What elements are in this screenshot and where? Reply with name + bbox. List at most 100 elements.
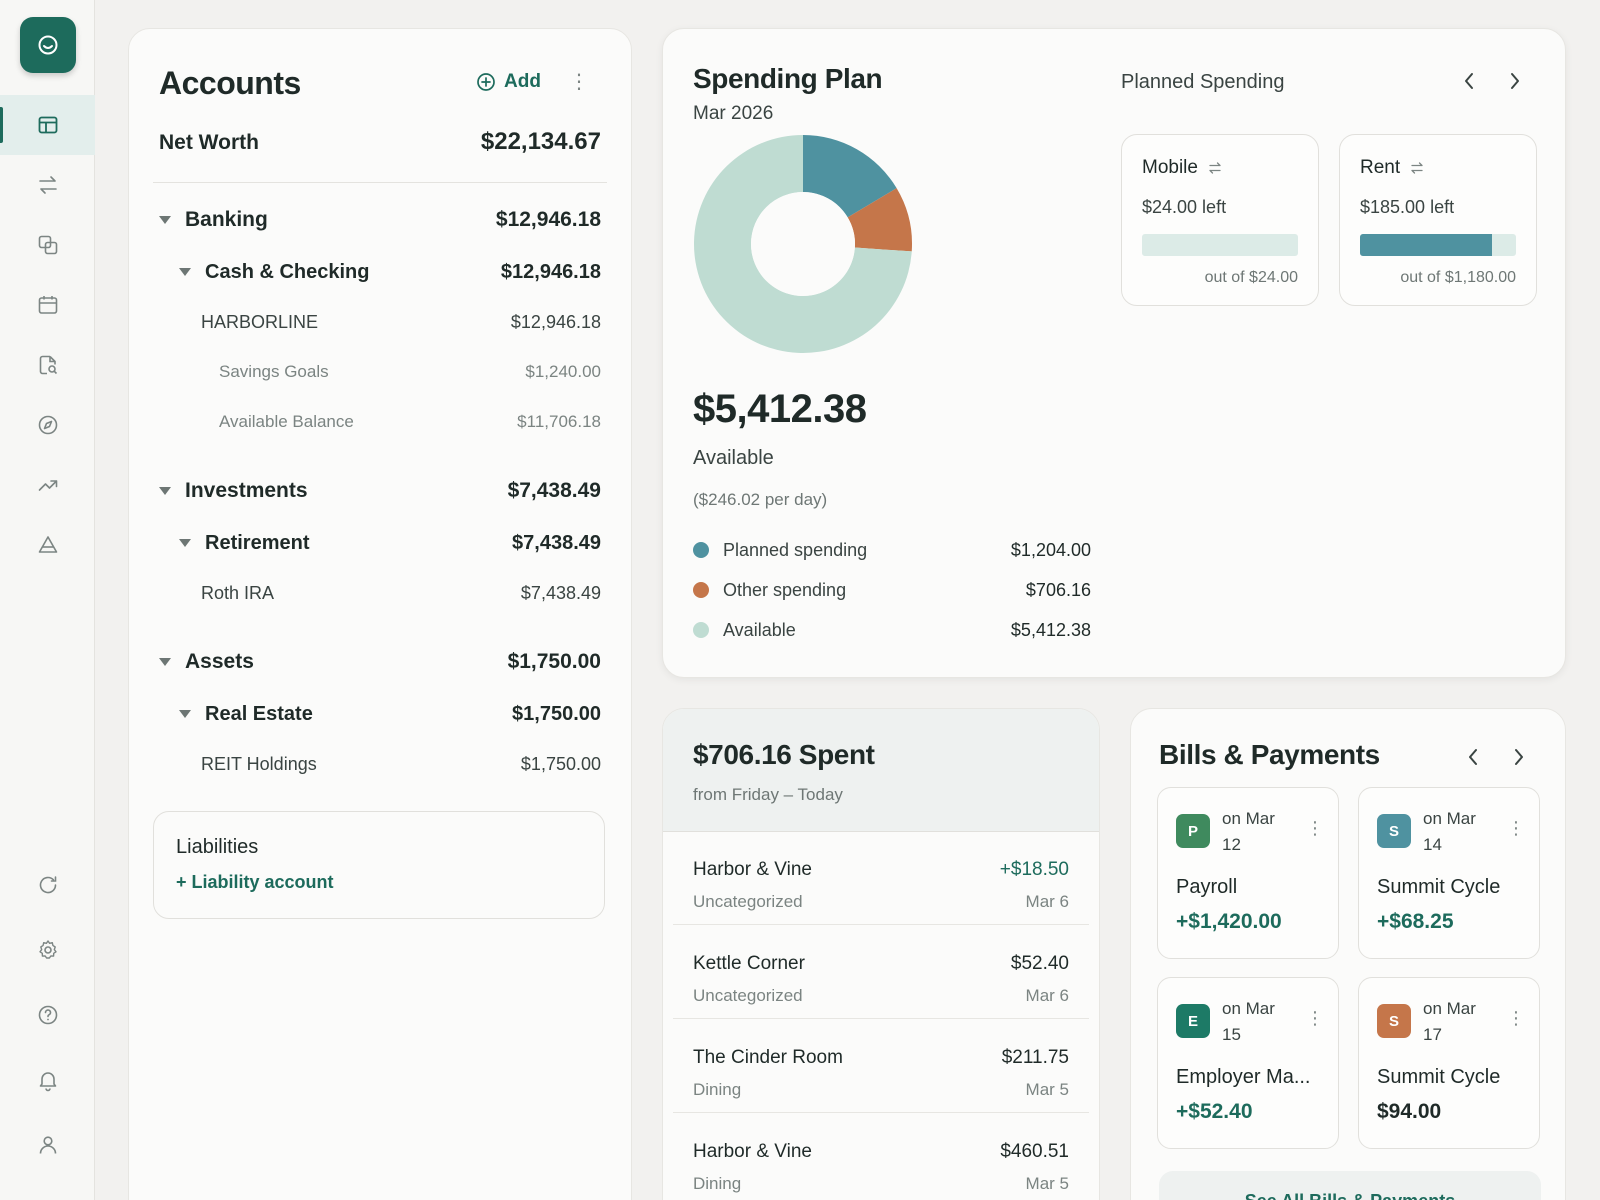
net-worth-label: Net Worth: [159, 131, 259, 154]
nav-calendar[interactable]: [0, 275, 95, 335]
bill-name: Employer Ma...: [1176, 1066, 1311, 1088]
add-liability-link[interactable]: + Liability account: [176, 872, 334, 892]
group-label: Assets: [185, 650, 254, 673]
legend-label: Planned spending: [723, 539, 868, 560]
caret-down-icon[interactable]: [179, 710, 191, 718]
legend-label: Available: [723, 619, 796, 640]
planned-item-left: $185.00 left: [1360, 197, 1455, 217]
group-value: $12,946.18: [495, 208, 601, 231]
account-group-investments[interactable]: Investments $7,438.49: [129, 471, 631, 511]
account-value: $7,438.49: [520, 582, 601, 603]
caret-down-icon[interactable]: [179, 268, 191, 276]
transaction-date: Mar 6: [1025, 892, 1069, 911]
transaction-row[interactable]: Kettle Corner Uncategorized $52.40 Mar 6: [673, 927, 1089, 1019]
bill-amount: +$68.25: [1377, 910, 1454, 933]
nav-explore[interactable]: [0, 395, 95, 455]
available-amount: $5,412.38: [693, 387, 867, 431]
transfer-small-icon: [1209, 162, 1221, 174]
transaction-merchant: The Cinder Room: [693, 1047, 843, 1068]
legend-value: $706.16: [1025, 579, 1091, 600]
bill-avatar: S: [1377, 814, 1411, 848]
account-subgroup-retirement[interactable]: Retirement $7,438.49: [129, 523, 631, 563]
more-options-icon[interactable]: ⋮: [1306, 1008, 1324, 1028]
transaction-merchant: Harbor & Vine: [693, 1141, 812, 1162]
nav-transactions[interactable]: [0, 155, 95, 215]
accounts-icon: [38, 235, 57, 255]
nav-accounts[interactable]: [0, 215, 95, 275]
account-subgroup-cash[interactable]: Cash & Checking $12,946.18: [129, 252, 631, 292]
legend-dot: [693, 582, 709, 598]
spent-subtitle: from Friday – Today: [693, 785, 843, 804]
chevron-right-icon[interactable]: [1503, 69, 1527, 93]
nav-investments[interactable]: [0, 455, 95, 515]
nav-reports[interactable]: [0, 335, 95, 395]
spending-donut-chart: [694, 135, 912, 353]
bill-card[interactable]: S on Mar 17 ⋮ Summit Cycle $94.00: [1358, 977, 1540, 1149]
transaction-category: Uncategorized: [693, 892, 803, 911]
bills-card: Bills & Payments P on Mar 12 ⋮ Payroll +…: [1130, 708, 1566, 1200]
caret-down-icon[interactable]: [159, 216, 171, 224]
nav-dashboard[interactable]: [0, 95, 95, 155]
goals-icon: [38, 536, 57, 553]
account-row-harborline[interactable]: HARBORLINE $12,946.18: [129, 302, 631, 342]
bill-amount: $94.00: [1377, 1100, 1442, 1123]
detail-value: $1,240.00: [525, 362, 601, 381]
planned-item-rent[interactable]: Rent $185.00 left out of $1,180.00: [1339, 134, 1537, 306]
account-group-assets[interactable]: Assets $1,750.00: [129, 642, 631, 682]
caret-down-icon[interactable]: [179, 539, 191, 547]
see-all-bills-button[interactable]: See All Bills & Payments: [1159, 1171, 1541, 1200]
caret-down-icon[interactable]: [159, 658, 171, 666]
account-label: HARBORLINE: [201, 311, 319, 332]
transaction-row[interactable]: The Cinder Room Dining $211.75 Mar 5: [673, 1021, 1089, 1113]
account-subgroup-real-estate[interactable]: Real Estate $1,750.00: [129, 694, 631, 734]
group-value: $1,750.00: [507, 650, 601, 673]
nav-profile[interactable]: [0, 1115, 95, 1175]
bill-card[interactable]: P on Mar 12 ⋮ Payroll +$1,420.00: [1157, 787, 1339, 959]
more-options-icon[interactable]: ⋮: [569, 71, 589, 93]
transaction-category: Dining: [693, 1174, 742, 1193]
account-label: Roth IRA: [201, 582, 275, 603]
legend-value: $1,204.00: [1010, 539, 1091, 560]
liabilities-title: Liabilities: [176, 836, 259, 858]
per-day-amount: ($246.02 per day): [693, 490, 828, 509]
more-options-icon[interactable]: ⋮: [1507, 1008, 1525, 1028]
nav-notifications[interactable]: [0, 1050, 95, 1110]
account-row-reit[interactable]: REIT Holdings $1,750.00: [129, 744, 631, 784]
transaction-category: Dining: [693, 1080, 742, 1099]
available-label: Available: [693, 447, 774, 469]
bill-card[interactable]: S on Mar 14 ⋮ Summit Cycle +$68.25: [1358, 787, 1540, 959]
bill-amount: +$52.40: [1176, 1100, 1253, 1123]
legend-planned: Planned spending $1,204.00: [693, 535, 1091, 565]
caret-down-icon[interactable]: [159, 487, 171, 495]
chevron-right-icon[interactable]: [1507, 745, 1531, 769]
chevron-left-icon[interactable]: [1457, 69, 1481, 93]
nav-help[interactable]: [0, 985, 95, 1045]
account-row-roth-ira[interactable]: Roth IRA $7,438.49: [129, 573, 631, 613]
planned-item-mobile[interactable]: Mobile $24.00 left out of $24.00: [1121, 134, 1319, 306]
spending-plan-card: Spending Plan Mar 2026 Planned Spending …: [662, 28, 1566, 678]
transaction-amount: $460.51: [1000, 1141, 1069, 1162]
more-options-icon[interactable]: ⋮: [1507, 818, 1525, 838]
subgroup-label: Real Estate: [205, 702, 313, 725]
net-worth-value: $22,134.67: [480, 128, 601, 155]
subgroup-label: Cash & Checking: [205, 260, 370, 283]
divider: [153, 182, 607, 183]
bill-date: on Mar 17: [1423, 999, 1476, 1044]
account-group-banking[interactable]: Banking $12,946.18: [129, 200, 631, 240]
legend-dot: [693, 622, 709, 638]
transaction-row[interactable]: Harbor & Vine Dining $460.51 Mar 5: [673, 1115, 1089, 1200]
nav-settings[interactable]: [0, 920, 95, 980]
bill-card[interactable]: E on Mar 15 ⋮ Employer Ma... +$52.40: [1157, 977, 1339, 1149]
planned-item-name: Mobile: [1142, 157, 1198, 178]
app-logo[interactable]: [20, 17, 76, 73]
accounts-title: Accounts: [159, 65, 301, 101]
add-account-button[interactable]: Add: [476, 71, 541, 93]
logo-icon: [38, 35, 58, 55]
transaction-amount: +$18.50: [999, 859, 1069, 880]
nav-goals[interactable]: [0, 515, 95, 575]
chevron-left-icon[interactable]: [1461, 745, 1485, 769]
spent-card: $706.16 Spent from Friday – Today Harbor…: [662, 708, 1100, 1200]
more-options-icon[interactable]: ⋮: [1306, 818, 1324, 838]
nav-refresh[interactable]: [0, 855, 95, 915]
transaction-row[interactable]: Harbor & Vine Uncategorized +$18.50 Mar …: [673, 833, 1089, 925]
